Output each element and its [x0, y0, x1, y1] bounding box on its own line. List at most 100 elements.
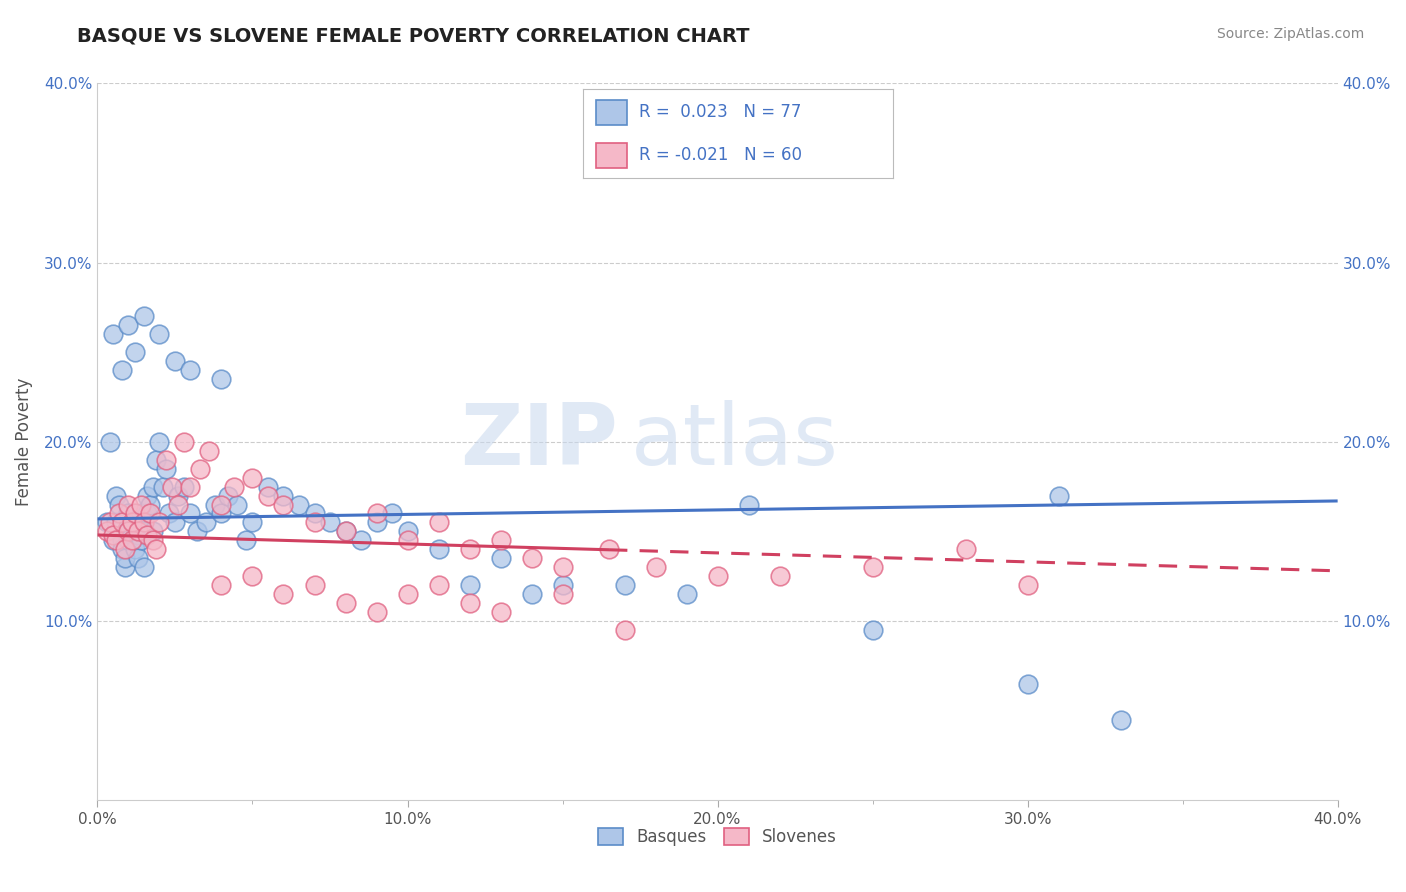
Point [129, 533, 152, 548]
Point [335, 524, 357, 539]
Point [121, 528, 143, 542]
Point [179, 480, 201, 494]
Point [111, 363, 134, 377]
Point [242, 569, 264, 583]
Point [458, 542, 481, 557]
Point [127, 528, 149, 542]
Point [117, 507, 139, 521]
Point [148, 327, 170, 342]
Point [124, 345, 146, 359]
Y-axis label: Female Poverty: Female Poverty [15, 377, 32, 506]
Point [211, 498, 233, 512]
Point [179, 363, 201, 377]
Point [319, 516, 342, 530]
Point [458, 578, 481, 592]
Point [136, 528, 159, 542]
Point [108, 498, 131, 512]
Point [304, 507, 326, 521]
Point [273, 498, 295, 512]
Point [129, 507, 152, 521]
Point [105, 516, 128, 530]
Point [105, 533, 128, 548]
Point [136, 489, 159, 503]
Point [862, 560, 884, 574]
Point [350, 533, 373, 548]
Point [211, 372, 233, 386]
Point [768, 569, 790, 583]
Point [121, 533, 143, 548]
Point [613, 578, 636, 592]
Point [235, 533, 257, 548]
Point [98, 434, 121, 449]
Point [114, 551, 136, 566]
Point [173, 480, 195, 494]
Point [173, 434, 195, 449]
Point [613, 623, 636, 637]
Point [136, 507, 159, 521]
Point [111, 533, 134, 548]
Point [167, 489, 190, 503]
Point [273, 489, 295, 503]
FancyBboxPatch shape [596, 143, 627, 168]
Point [129, 498, 152, 512]
Point [105, 489, 128, 503]
Point [427, 516, 450, 530]
Point [96, 524, 118, 539]
Point [132, 516, 155, 530]
Point [204, 498, 226, 512]
Point [427, 542, 450, 557]
Point [257, 489, 280, 503]
Point [121, 516, 143, 530]
Point [124, 542, 146, 557]
Point [217, 489, 239, 503]
Point [242, 516, 264, 530]
Point [273, 587, 295, 601]
Point [396, 524, 419, 539]
Point [117, 498, 139, 512]
Point [675, 587, 697, 601]
Point [335, 596, 357, 610]
Point [139, 507, 162, 521]
Point [160, 480, 183, 494]
Point [127, 524, 149, 539]
Point [117, 524, 139, 539]
Point [167, 498, 190, 512]
Point [98, 516, 121, 530]
Point [1017, 677, 1039, 691]
Point [152, 480, 174, 494]
Point [139, 498, 162, 512]
Point [644, 560, 666, 574]
Point [955, 542, 977, 557]
Point [155, 452, 177, 467]
FancyBboxPatch shape [596, 100, 627, 125]
Point [396, 587, 419, 601]
Point [862, 623, 884, 637]
Point [101, 528, 124, 542]
Point [117, 524, 139, 539]
Point [366, 507, 388, 521]
Point [132, 516, 155, 530]
Point [551, 587, 574, 601]
Point [108, 524, 131, 539]
Point [127, 551, 149, 566]
Point [114, 542, 136, 557]
Point [211, 507, 233, 521]
Point [598, 542, 620, 557]
Point [335, 524, 357, 539]
Point [157, 507, 180, 521]
Point [226, 498, 249, 512]
Point [114, 560, 136, 574]
Point [551, 560, 574, 574]
Text: BASQUE VS SLOVENE FEMALE POVERTY CORRELATION CHART: BASQUE VS SLOVENE FEMALE POVERTY CORRELA… [77, 27, 749, 45]
Point [145, 542, 167, 557]
Point [381, 507, 404, 521]
Point [1109, 713, 1132, 727]
Text: R =  0.023   N = 77: R = 0.023 N = 77 [640, 103, 801, 121]
Point [222, 480, 245, 494]
Point [142, 480, 165, 494]
Text: atlas: atlas [631, 401, 839, 483]
Legend: Basques, Slovenes: Basques, Slovenes [592, 822, 844, 853]
Point [145, 452, 167, 467]
Text: Source: ZipAtlas.com: Source: ZipAtlas.com [1216, 27, 1364, 41]
Point [257, 480, 280, 494]
